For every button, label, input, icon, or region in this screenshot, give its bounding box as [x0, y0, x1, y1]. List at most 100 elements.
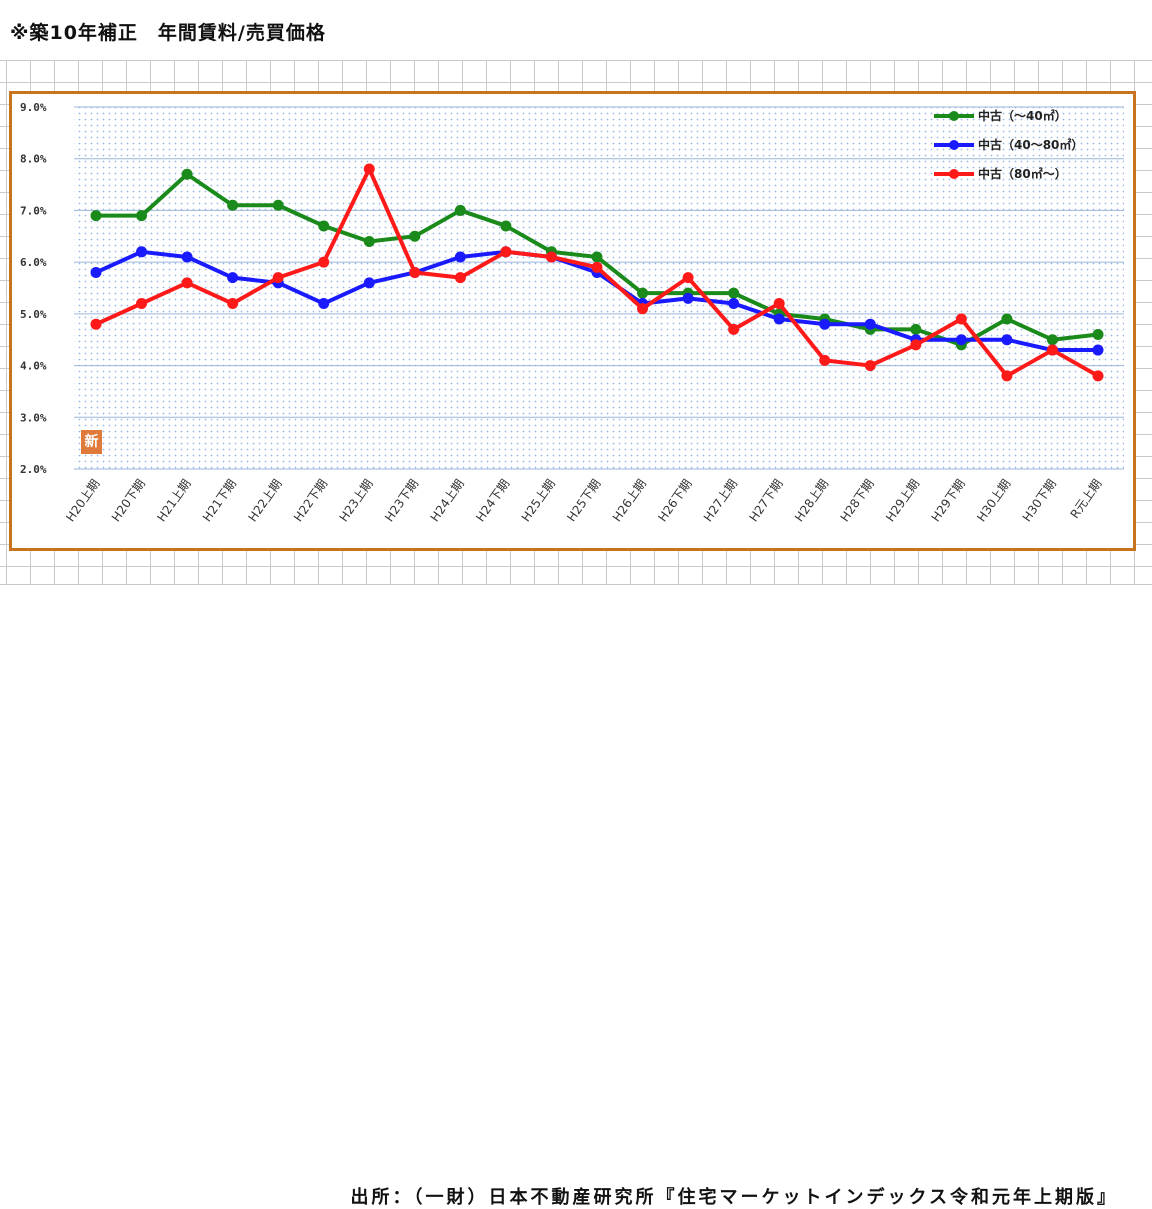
data-point	[728, 287, 740, 299]
x-tick-label: H30上期	[974, 477, 1013, 525]
x-tick-label: H26上期	[610, 477, 649, 525]
data-point	[318, 256, 330, 268]
x-tick-label: H23下期	[382, 477, 421, 525]
data-point	[500, 246, 512, 258]
x-tick-label: H29上期	[883, 477, 922, 525]
data-point	[864, 360, 876, 372]
legend-item: 中古（40～80㎡）	[934, 137, 1083, 152]
data-point	[591, 261, 603, 273]
data-point	[910, 323, 922, 335]
data-point	[1092, 344, 1104, 356]
data-point	[136, 298, 148, 310]
data-point	[363, 163, 375, 175]
data-point	[1046, 334, 1058, 346]
data-point	[1001, 370, 1013, 382]
data-point	[90, 318, 102, 330]
x-tick-label: H27下期	[746, 477, 785, 525]
data-point	[728, 298, 740, 310]
data-point	[1001, 334, 1013, 346]
data-point	[181, 251, 193, 263]
data-point	[637, 303, 649, 315]
data-point	[910, 339, 922, 351]
data-point	[637, 287, 649, 299]
y-tick-label: 6.0%	[20, 256, 47, 269]
legend-marker	[949, 169, 959, 179]
data-point	[363, 235, 375, 247]
x-tick-label: H23上期	[337, 477, 376, 525]
y-tick-label: 5.0%	[20, 308, 47, 321]
legend-label: 中古（40～80㎡）	[978, 137, 1083, 152]
data-point	[318, 220, 330, 232]
x-tick-label: H21下期	[200, 477, 239, 525]
x-tick-label: H20上期	[63, 477, 102, 525]
data-point	[409, 266, 421, 278]
data-point	[1046, 344, 1058, 356]
data-point	[454, 251, 466, 263]
data-point	[728, 323, 740, 335]
data-point	[454, 204, 466, 216]
data-point	[864, 318, 876, 330]
y-tick-label: 7.0%	[20, 204, 47, 217]
data-point	[773, 313, 785, 325]
x-tick-label: H21上期	[154, 477, 193, 525]
gridlines	[74, 106, 1124, 470]
legend-marker	[949, 111, 959, 121]
legend: 中古（～40㎡） 中古（40～80㎡） 中古（80㎡～）	[934, 108, 1083, 181]
y-tick-label: 4.0%	[20, 360, 47, 373]
data-point	[409, 230, 421, 242]
legend-label: 中古（～40㎡）	[978, 108, 1067, 123]
chart-frame[interactable]: 2.0% 3.0% 4.0% 5.0% 6.0% 7.0% 8.0% 9.0% H20上期 H2…	[9, 91, 1136, 551]
data-point	[181, 168, 193, 180]
data-point	[227, 272, 239, 284]
legend-label: 中古（80㎡～）	[978, 166, 1067, 181]
x-tick-label: R元上期	[1068, 477, 1105, 521]
x-tick-label: H20下期	[109, 477, 148, 525]
data-point	[819, 354, 831, 366]
data-point	[90, 210, 102, 222]
data-point	[682, 272, 694, 284]
title-band: ※築10年補正 年間賃料/売買価格	[0, 0, 1152, 61]
x-tick-label: H24下期	[473, 477, 512, 525]
x-axis: H20上期 H20下期 H21上期 H21下期 H22上期 H22下期 H23上期 H23下期…	[63, 477, 1104, 525]
source-note: 出所：（一財）日本不動産研究所『住宅マーケットインデックス令和元年上期版』	[350, 1187, 1118, 1208]
data-point	[363, 277, 375, 289]
y-tick-label: 8.0%	[20, 153, 47, 166]
data-point	[136, 210, 148, 222]
x-tick-label: H27上期	[701, 477, 740, 525]
data-point	[272, 272, 284, 284]
x-tick-label: H25下期	[564, 477, 603, 525]
data-point	[955, 313, 967, 325]
x-tick-label: H24上期	[428, 477, 467, 525]
legend-item: 中古（80㎡～）	[934, 166, 1067, 181]
data-point	[955, 334, 967, 346]
data-point	[545, 251, 557, 263]
series-lines	[90, 163, 1104, 382]
new-stamp: 新	[81, 430, 102, 454]
page-title: ※築10年補正 年間賃料/売買価格	[10, 22, 326, 44]
x-tick-label: H26下期	[655, 477, 694, 525]
y-tick-label: 2.0%	[20, 463, 47, 476]
data-point	[591, 251, 603, 263]
data-point	[500, 220, 512, 232]
data-point	[1092, 370, 1104, 382]
data-point	[773, 298, 785, 310]
plot-area-background	[74, 107, 1124, 469]
legend-marker	[949, 140, 959, 150]
x-tick-label: H22下期	[291, 477, 330, 525]
x-tick-label: H28下期	[838, 477, 877, 525]
y-tick-label: 3.0%	[20, 411, 47, 424]
series-3	[90, 163, 1104, 382]
x-tick-label: H30下期	[1020, 477, 1059, 525]
legend-item: 中古（～40㎡）	[934, 108, 1067, 123]
y-tick-label: 9.0%	[20, 101, 47, 114]
data-point	[682, 292, 694, 304]
data-point	[90, 266, 102, 278]
line-chart: 2.0%3.0%4.0%5.0%6.0%7.0%8.0%9.0% H20上期 H2…	[20, 101, 1124, 525]
data-point	[1092, 329, 1104, 341]
data-point	[454, 272, 466, 284]
data-point	[272, 199, 284, 211]
x-tick-label: H22上期	[245, 477, 284, 525]
data-point	[819, 318, 831, 330]
x-tick-label: H28上期	[792, 477, 831, 525]
data-point	[227, 199, 239, 211]
